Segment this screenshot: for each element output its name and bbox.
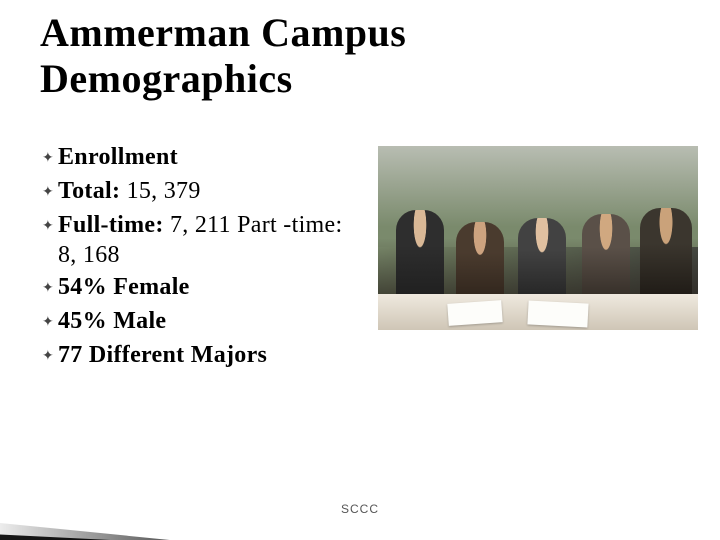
list-item: ✦54% Female bbox=[42, 272, 362, 304]
list-item: ✦77 Different Majors bbox=[42, 340, 362, 372]
bullet-text: 54% Female bbox=[58, 272, 190, 302]
list-item: ✦Total: 15, 379 bbox=[42, 176, 362, 208]
bullet-text: Enrollment bbox=[58, 142, 178, 172]
photo-paper bbox=[527, 300, 588, 327]
bullet-text: 45% Male bbox=[58, 306, 166, 336]
bullet-icon: ✦ bbox=[42, 306, 58, 338]
page-title: Ammerman Campus Demographics bbox=[40, 10, 470, 102]
decorative-wedge bbox=[0, 450, 330, 540]
bullet-icon: ✦ bbox=[42, 340, 58, 372]
bullet-list: ✦Enrollment✦Total: 15, 379✦Full-time: 7,… bbox=[42, 142, 362, 374]
students-photo bbox=[378, 146, 698, 330]
bullet-icon: ✦ bbox=[42, 142, 58, 174]
bullet-icon: ✦ bbox=[42, 272, 58, 304]
bullet-text: Total: 15, 379 bbox=[58, 176, 201, 206]
bullet-icon: ✦ bbox=[42, 176, 58, 208]
photo-paper bbox=[447, 300, 502, 326]
bullet-icon: ✦ bbox=[42, 210, 58, 242]
bullet-text: 77 Different Majors bbox=[58, 340, 267, 370]
list-item: ✦Enrollment bbox=[42, 142, 362, 174]
slide: Ammerman Campus Demographics ✦Enrollment… bbox=[0, 0, 720, 540]
list-item: ✦Full-time: 7, 211 Part -time: 8, 168 bbox=[42, 210, 362, 270]
bullet-text: Full-time: 7, 211 Part -time: 8, 168 bbox=[58, 210, 362, 270]
footer-label: SCCC bbox=[0, 502, 720, 516]
list-item: ✦45% Male bbox=[42, 306, 362, 338]
